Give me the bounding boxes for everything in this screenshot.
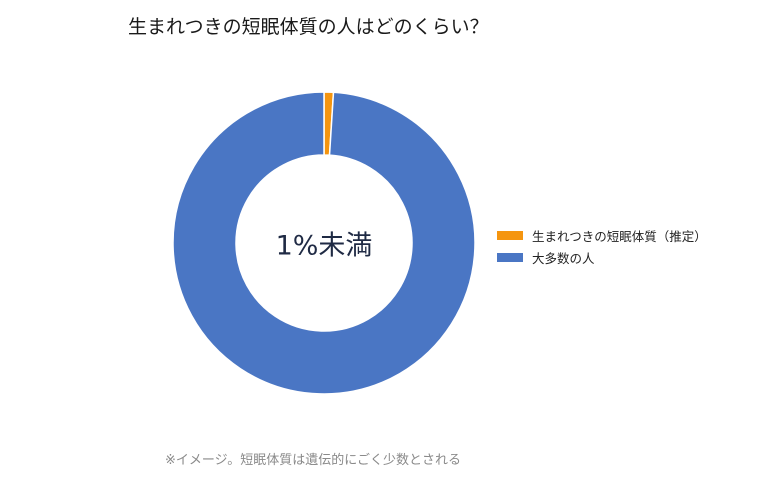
legend-item-short-sleeper: 生まれつきの短眠体質（推定）	[497, 224, 707, 246]
donut-slice-majority	[172, 91, 476, 395]
donut-center-label: 1%未満	[275, 230, 373, 262]
legend-label-majority: 大多数の人	[532, 250, 595, 266]
legend-swatch-short-sleeper	[497, 230, 523, 240]
legend-item-majority: 大多数の人	[497, 246, 707, 268]
chart-legend: 生まれつきの短眠体質（推定） 大多数の人	[497, 224, 707, 268]
chart-footnote: ※イメージ。短眠体質は遺伝的にごく少数とされる	[165, 453, 461, 468]
legend-label-short-sleeper: 生まれつきの短眠体質（推定）	[532, 228, 707, 244]
legend-swatch-majority	[497, 252, 523, 262]
chart-title: 生まれつきの短眠体質の人はどのくらい？	[128, 16, 489, 38]
